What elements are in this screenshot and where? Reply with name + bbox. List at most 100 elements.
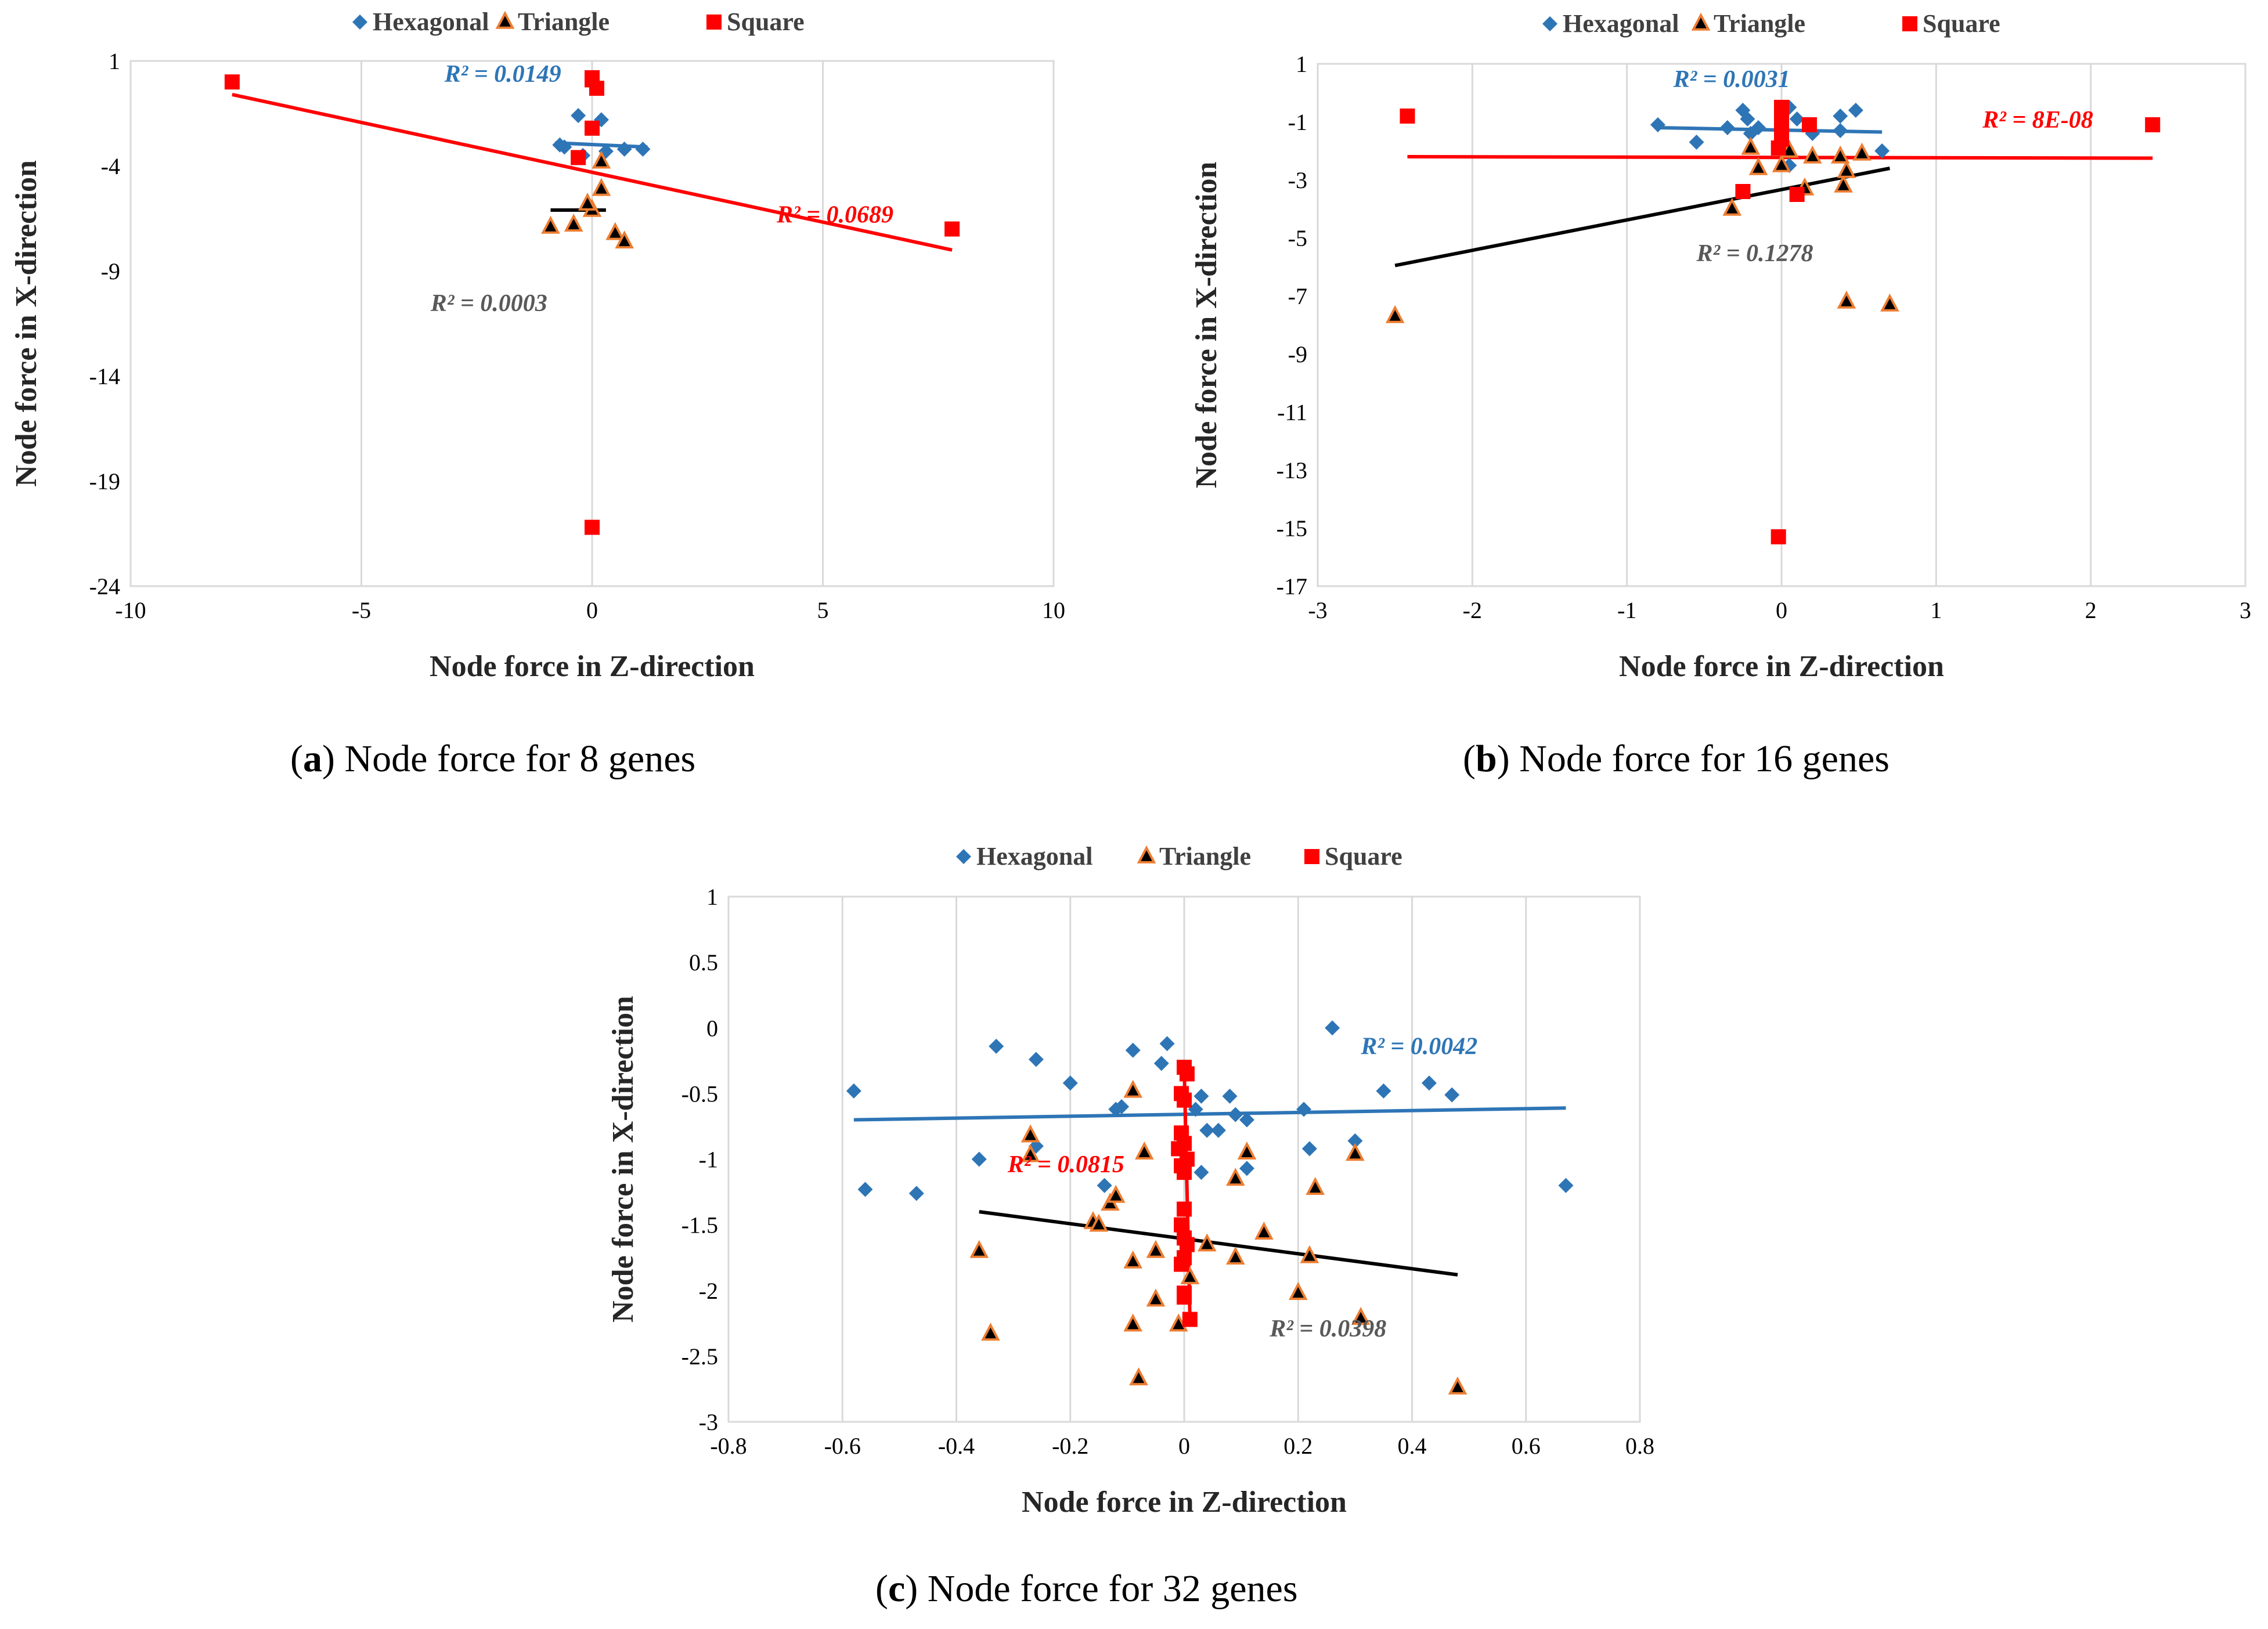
legend-marker-hexagonal: [352, 15, 367, 30]
point-triangle: [1802, 145, 1822, 164]
y-tick-label: -2.5: [682, 1343, 718, 1370]
point-hexagonal: [1239, 1161, 1254, 1176]
point-hexagonal: [1159, 1036, 1175, 1052]
point-triangle: [541, 215, 560, 234]
legend-label-square: Square: [727, 8, 805, 36]
point-hexagonal: [571, 108, 586, 124]
point-square: [1801, 117, 1817, 132]
x-tick-label: -10: [115, 597, 146, 623]
chart-panel-b: -3 -2 -1 0 1 2 3 1 -1 -3 -5 -7 -9 -11 -13 -15 -17 Node fo…: [1161, 0, 2268, 725]
point-triangle: [1351, 1307, 1371, 1325]
r2-label-square: R² = 0.0689: [776, 202, 893, 229]
x-tick-label: 0.4: [1398, 1433, 1427, 1459]
point-triangle: [1772, 154, 1791, 172]
point-triangle: [1129, 1367, 1148, 1386]
x-tick-label: 5: [817, 597, 829, 623]
legend-marker-square: [1304, 849, 1319, 864]
point-square: [1400, 109, 1415, 124]
chart-a: -10 -5 0 5 10 1 -4 -9 -14 -19 -24 Node force in Z-d…: [10, 8, 1065, 683]
x-tick-label: 10: [1042, 597, 1065, 623]
point-square: [1182, 1312, 1198, 1327]
point-triangle: [1134, 1141, 1154, 1160]
point-triangle: [1385, 305, 1405, 323]
point-triangle: [1748, 157, 1768, 175]
x-axis-title: Node force in Z-direction: [1022, 1486, 1347, 1519]
point-triangle: [1346, 1143, 1365, 1161]
x-tick-label: 0: [1776, 597, 1787, 623]
point-triangle: [1169, 1313, 1188, 1332]
point-triangle: [1306, 1177, 1325, 1195]
point-triangle: [981, 1323, 1000, 1341]
point-square: [1774, 103, 1789, 118]
y-tick-label: -1: [699, 1147, 718, 1173]
point-triangle: [1089, 1213, 1109, 1232]
point-hexagonal: [846, 1083, 861, 1099]
r2-label-triangle: R² = 0.1278: [1696, 240, 1813, 267]
point-triangle: [1830, 145, 1850, 164]
chart-panel-a: -10 -5 0 5 10 1 -4 -9 -14 -19 -24 Node force in Z-d…: [0, 0, 1103, 725]
point-triangle: [1123, 1250, 1143, 1269]
y-tick-label: 0.5: [689, 949, 718, 976]
r2-label-square: R² = 0.0815: [1007, 1151, 1124, 1178]
y-tick-label: -9: [1288, 341, 1307, 367]
point-hexagonal: [1874, 143, 1890, 158]
y-tick-label: -17: [1277, 573, 1307, 599]
point-hexagonal: [1194, 1088, 1209, 1104]
point-square: [1771, 529, 1786, 544]
point-square: [1174, 1217, 1189, 1233]
point-square: [571, 150, 586, 165]
point-square: [1789, 187, 1805, 202]
point-triangle: [1741, 136, 1761, 155]
trendline-triangle: [979, 1210, 1458, 1277]
legend-marker-square: [1902, 16, 1917, 31]
point-square: [1179, 1066, 1195, 1082]
point-hexagonal: [1153, 1056, 1169, 1071]
point-hexagonal: [971, 1151, 987, 1167]
y-tick-label: 1: [706, 884, 718, 910]
point-square: [585, 120, 600, 136]
point-hexagonal: [1421, 1075, 1437, 1091]
legend-label-triangle: Triangle: [1714, 9, 1805, 38]
chart-panel-c: -0.8 -0.6 -0.4 -0.2 0 0.2 0.4 0.6 0.8 1 0.5 0 -0.5 -1…: [580, 824, 1683, 1561]
caption-a: (a) Node force for 8 genes: [290, 738, 696, 780]
r2-label-hexagonal: R² = 0.0031: [1673, 66, 1790, 93]
legend-marker-hexagonal: [1542, 16, 1557, 31]
x-tick-label: 0: [586, 597, 598, 623]
trendline-square: [232, 92, 953, 252]
legend-label-square: Square: [1923, 9, 2000, 38]
trendline-hexagonal: [1657, 126, 1883, 134]
legend-marker-hexagonal: [956, 849, 971, 864]
point-hexagonal: [1848, 103, 1863, 118]
point-hexagonal: [1097, 1177, 1112, 1193]
point-square: [585, 72, 600, 88]
y-tick-label: 1: [1296, 51, 1307, 77]
point-square: [1735, 184, 1751, 199]
y-tick-label: -4: [101, 153, 120, 179]
point-square: [1177, 1092, 1192, 1108]
y-tick-label: -5: [1288, 225, 1307, 251]
x-tick-label: -2: [1463, 597, 1482, 623]
point-square: [1179, 1237, 1195, 1252]
point-triangle: [1448, 1376, 1467, 1395]
legend-marker-triangle: [495, 10, 515, 29]
point-hexagonal: [1743, 126, 1758, 141]
point-hexagonal: [1444, 1087, 1460, 1103]
y-tick-label: -14: [89, 363, 120, 389]
y-axis-title: Node force in X-direction: [10, 160, 43, 487]
trendline-hexagonal: [555, 141, 648, 149]
r2-label-hexagonal: R² = 0.0042: [1360, 1034, 1477, 1060]
r2-label-triangle: R² = 0.0398: [1269, 1316, 1386, 1342]
x-tick-label: 3: [2240, 597, 2251, 623]
point-hexagonal: [1194, 1165, 1209, 1180]
legend-label-hexagonal: Hexagonal: [976, 842, 1092, 871]
point-square: [585, 519, 600, 535]
point-triangle: [1300, 1245, 1319, 1263]
x-tick-label: -0.8: [710, 1433, 747, 1459]
y-tick-label: -19: [89, 468, 120, 494]
y-tick-label: -3: [1288, 167, 1307, 193]
point-hexagonal: [1028, 1052, 1044, 1067]
x-axis-title: Node force in Z-direction: [430, 650, 755, 683]
point-triangle: [1722, 197, 1742, 216]
y-axis-title: Node force in X-direction: [1190, 162, 1223, 489]
point-square: [2145, 117, 2161, 132]
